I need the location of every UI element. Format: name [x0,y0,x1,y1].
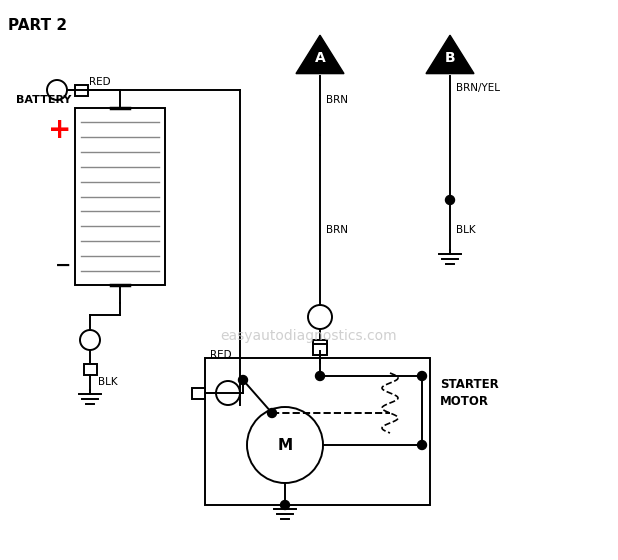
Circle shape [239,376,247,385]
Circle shape [316,371,324,380]
Text: BATTERY: BATTERY [15,95,71,105]
Polygon shape [426,35,474,73]
Polygon shape [296,35,344,73]
Text: easyautodiagnostics.com: easyautodiagnostics.com [221,329,397,343]
Text: +: + [48,116,72,144]
Circle shape [418,441,426,450]
Bar [313,339,327,351]
Bar [192,388,205,399]
Text: BRN: BRN [326,95,348,105]
Circle shape [418,371,426,380]
Text: BLK: BLK [456,225,476,235]
Text: B: B [445,51,455,65]
Bar [83,363,96,375]
Circle shape [281,501,289,510]
Circle shape [446,195,454,204]
Text: A: A [315,51,325,65]
Bar [205,358,430,505]
Text: RED: RED [210,350,232,360]
Text: −: − [55,255,71,274]
Bar [75,108,165,285]
Bar [313,343,327,354]
Text: BRN/YEL: BRN/YEL [456,83,500,93]
Text: BRN: BRN [326,225,348,235]
Text: M: M [277,437,292,452]
Text: PART 2: PART 2 [8,18,67,33]
Bar [75,85,88,96]
Text: STARTER
MOTOR: STARTER MOTOR [440,378,499,408]
Text: RED: RED [89,77,111,87]
Text: BLK: BLK [98,377,117,387]
Circle shape [268,408,276,418]
